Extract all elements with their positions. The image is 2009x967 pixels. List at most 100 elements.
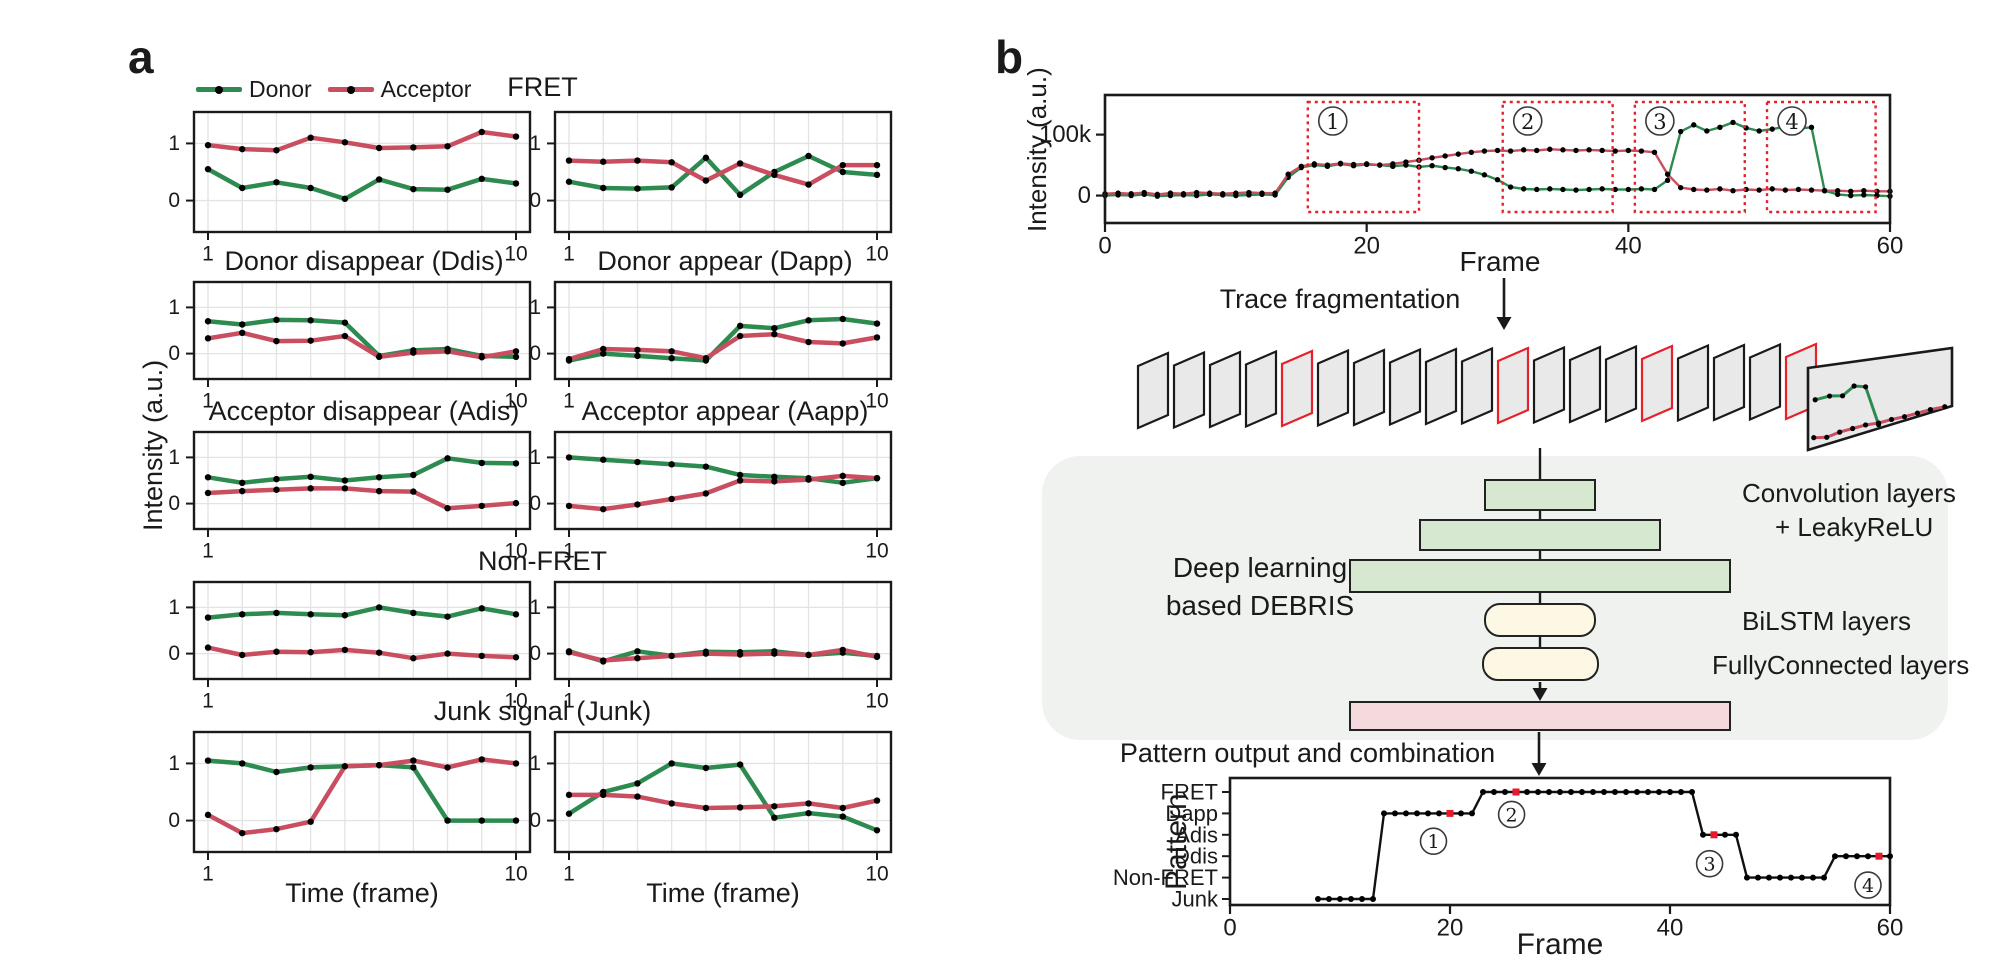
fragment-box-3: 3	[1633, 100, 1746, 214]
pattern-chart-y-axis-label: Pattern	[1160, 793, 1193, 891]
svg-text:0: 0	[529, 342, 541, 365]
title-adis: Acceptor disappear (Adis)	[208, 396, 520, 426]
svg-text:1: 1	[202, 243, 214, 266]
chart-adis: 101 10	[168, 430, 532, 563]
svg-text:10: 10	[865, 390, 888, 413]
panel-a-label: a	[128, 31, 154, 83]
svg-text:100k: 100k	[1039, 121, 1092, 148]
svg-text:1: 1	[563, 690, 575, 713]
svg-text:2: 2	[1521, 110, 1534, 134]
fragment-card	[1748, 342, 1782, 422]
svg-text:1: 1	[529, 752, 541, 775]
acceptor-line-swatch	[327, 85, 374, 94]
title-aapp: Acceptor appear (Aapp)	[581, 396, 869, 426]
svg-text:1: 1	[202, 690, 214, 713]
title-junk: Junk signal (Junk)	[433, 696, 652, 726]
svg-text:1: 1	[168, 596, 180, 619]
svg-text:0: 0	[1078, 182, 1091, 209]
svg-text:1: 1	[168, 752, 180, 775]
chart-nonfret_2: 101 10	[529, 580, 893, 713]
svg-text:1: 1	[529, 446, 541, 469]
svg-text:4: 4	[1862, 875, 1874, 897]
deep-learning-label-line1: Deep learning	[1172, 552, 1348, 583]
fullyconnected-layer	[1349, 701, 1731, 731]
legend-acceptor-label: Acceptor	[380, 76, 472, 102]
svg-text:1: 1	[1326, 110, 1339, 134]
svg-text:10: 10	[865, 540, 888, 563]
svg-text:0: 0	[529, 492, 541, 515]
svg-text:60: 60	[1877, 915, 1904, 942]
svg-text:0: 0	[168, 492, 180, 515]
fragment-card	[1604, 344, 1638, 424]
deep-learning-label-line2: based DEBRIS	[1165, 590, 1355, 621]
svg-text:10: 10	[865, 863, 888, 886]
title-dapp: Donor appear (Dapp)	[597, 246, 853, 276]
bilstm-layer-1	[1484, 603, 1596, 637]
svg-text:40: 40	[1657, 915, 1684, 942]
chart-dapp: 101 10	[529, 280, 893, 413]
svg-text:1: 1	[563, 540, 575, 563]
svg-text:10: 10	[865, 243, 888, 266]
svg-text:10: 10	[504, 690, 527, 713]
fragment-card	[1388, 347, 1422, 427]
svg-text:10: 10	[504, 540, 527, 563]
svg-text:FRET: FRET	[1161, 780, 1218, 805]
chart-junk_2: 101 10	[529, 730, 893, 886]
svg-text:Junk: Junk	[1172, 887, 1219, 912]
trace-fragmentation-label: Trace fragmentation	[1219, 284, 1461, 314]
fragment-box-1: 1	[1306, 100, 1421, 214]
svg-text:1: 1	[563, 243, 575, 266]
svg-text:1: 1	[202, 863, 214, 886]
title-fret: FRET	[507, 72, 578, 102]
svg-text:1: 1	[1427, 831, 1439, 853]
fullyconnected-layers-label: FullyConnected layers	[1712, 650, 1970, 680]
pattern-marker-1	[1446, 809, 1454, 817]
svg-text:1: 1	[563, 863, 575, 886]
fragment-card	[1532, 345, 1566, 425]
fragment-card	[1208, 350, 1242, 429]
fragment-card	[1460, 346, 1494, 426]
svg-text:4: 4	[1785, 110, 1798, 134]
svg-text:Ddis: Ddis	[1174, 844, 1218, 869]
svg-text:3: 3	[1704, 854, 1716, 876]
svg-text:1: 1	[202, 540, 214, 563]
svg-text:10: 10	[504, 863, 527, 886]
svg-text:60: 60	[1877, 233, 1904, 260]
svg-text:0: 0	[168, 642, 180, 665]
svg-text:0: 0	[1098, 233, 1111, 260]
svg-text:1: 1	[563, 390, 575, 413]
conv-layer-3	[1349, 559, 1731, 593]
svg-text:40: 40	[1615, 233, 1642, 260]
svg-text:0: 0	[529, 189, 541, 212]
svg-text:10: 10	[504, 243, 527, 266]
svg-text:1: 1	[529, 596, 541, 619]
legend-donor-label: Donor	[249, 76, 312, 102]
panel-a-y-axis-label: Intensity (a.u.)	[138, 359, 168, 531]
fragment-card	[1676, 343, 1710, 423]
svg-text:0: 0	[168, 809, 180, 832]
fragment-card	[1244, 349, 1278, 429]
pattern-marker-3	[1710, 831, 1718, 839]
fragment-card-red	[1280, 349, 1314, 428]
acceptor-dot-swatch	[346, 85, 355, 94]
fragment-card	[1424, 347, 1458, 426]
chart-junk_1: 101 10	[168, 730, 532, 886]
flow-diagram	[1042, 278, 1948, 776]
pattern-output-label: Pattern output and combination	[1119, 738, 1496, 768]
pattern-chart-x-axis-label: Frame	[1516, 928, 1604, 961]
fragment-card	[1352, 348, 1386, 427]
svg-text:2: 2	[1506, 804, 1518, 826]
conv-layer-2	[1419, 519, 1661, 551]
donor-line-swatch	[196, 85, 242, 94]
chart-ddis: 101 10	[168, 280, 532, 413]
fragment-card	[1712, 343, 1746, 422]
pattern-marker-4	[1875, 852, 1883, 860]
fragment-box-2: 2	[1501, 100, 1614, 214]
svg-text:1: 1	[168, 446, 180, 469]
svg-text:0: 0	[168, 342, 180, 365]
panel-a-x-axis-label-left: Time (frame)	[285, 878, 439, 908]
chart-aapp: 101 10	[529, 430, 893, 563]
